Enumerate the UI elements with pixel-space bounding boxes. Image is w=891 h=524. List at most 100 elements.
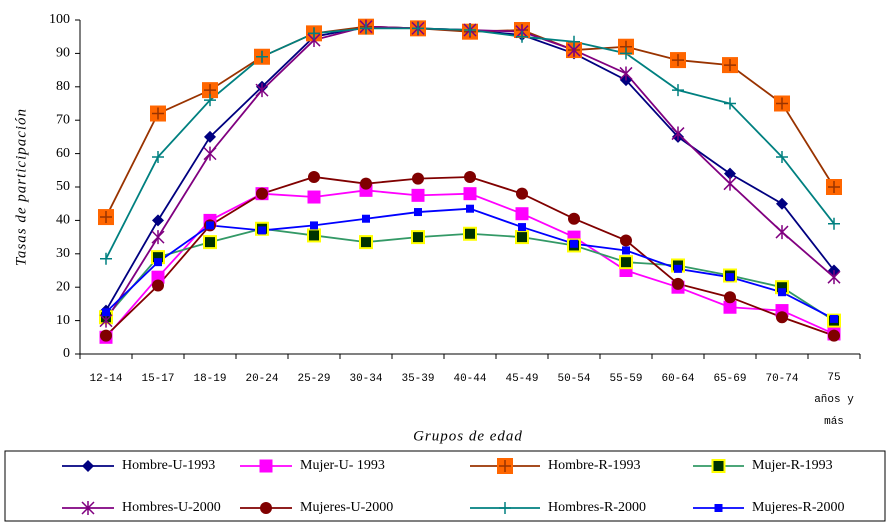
marker [203, 146, 217, 161]
marker [412, 172, 424, 185]
x-tick-label: 60-64 [661, 373, 694, 385]
marker-shape [499, 502, 511, 514]
y-tick-label: 0 [63, 346, 70, 361]
marker [714, 504, 723, 512]
marker-shape [620, 234, 632, 247]
marker-shape [828, 217, 840, 230]
marker [726, 273, 734, 282]
marker [152, 214, 164, 227]
marker-shape [307, 190, 321, 204]
marker-shape [776, 97, 788, 110]
marker-shape [100, 329, 112, 342]
marker [826, 179, 842, 195]
marker [570, 239, 578, 248]
marker [622, 246, 630, 255]
marker [724, 97, 736, 110]
legend-item: Mujer-U- 1993 [240, 458, 385, 473]
marker [778, 288, 786, 297]
marker [82, 460, 94, 472]
marker-shape [464, 24, 476, 37]
marker [310, 221, 318, 230]
legend-label: Mujeres-R-2000 [752, 500, 845, 515]
legend-label: Hombre-U-1993 [122, 458, 215, 473]
marker-shape [359, 235, 373, 250]
marker [568, 35, 580, 48]
marker [618, 38, 634, 55]
marker-shape [711, 459, 726, 473]
marker-shape [411, 188, 425, 202]
marker-shape [671, 126, 685, 141]
marker-shape [362, 214, 370, 223]
marker-shape [714, 504, 723, 512]
marker-shape [619, 66, 633, 81]
marker-shape [776, 311, 788, 324]
marker [414, 208, 422, 217]
marker [362, 214, 370, 223]
marker-shape [260, 502, 272, 514]
marker-shape [776, 197, 788, 210]
marker-shape [828, 329, 840, 342]
marker-shape [308, 27, 320, 40]
x-tick-label: 65-69 [713, 373, 746, 385]
y-tick-label: 100 [49, 12, 70, 27]
marker-shape [622, 246, 630, 255]
marker [516, 30, 528, 43]
marker-shape [518, 223, 526, 232]
marker [674, 264, 682, 273]
marker-shape [154, 258, 162, 267]
marker-shape [206, 221, 214, 230]
y-tick-label: 90 [56, 46, 70, 61]
marker [828, 217, 840, 230]
marker [360, 22, 372, 35]
marker [100, 329, 112, 342]
marker [568, 212, 580, 225]
marker [202, 82, 218, 99]
legend-box [4, 450, 886, 522]
marker-shape [256, 50, 268, 63]
y-tick-label: 20 [56, 279, 70, 294]
marker [620, 47, 632, 60]
marker [150, 105, 166, 122]
y-tick-label: 50 [56, 179, 70, 194]
marker [154, 258, 162, 267]
x-tick-label: 12-14 [89, 373, 122, 385]
marker [515, 230, 529, 245]
marker [256, 187, 268, 200]
marker [830, 314, 838, 323]
marker-shape [463, 226, 477, 241]
marker-shape [515, 207, 529, 221]
legend-item: Hombres-U-2000 [62, 500, 221, 515]
marker-shape [255, 83, 269, 98]
marker [723, 176, 737, 191]
marker [359, 235, 373, 250]
marker [464, 24, 476, 37]
marker [308, 170, 320, 183]
y-tick-label: 80 [56, 79, 70, 94]
x-tick-label: 18-19 [193, 373, 226, 385]
marker-shape [100, 252, 112, 265]
marker-shape [203, 235, 217, 250]
marker [308, 27, 320, 40]
marker [307, 190, 321, 204]
marker [711, 459, 726, 473]
legend-label: Mujer-R-1993 [752, 458, 833, 473]
legend-item: Mujeres-U-2000 [240, 500, 393, 515]
marker [670, 52, 686, 69]
marker-shape [674, 264, 682, 273]
marker [255, 83, 269, 98]
marker [776, 311, 788, 324]
marker [724, 291, 736, 304]
marker [516, 187, 528, 200]
legend-item: Hombres-R-2000 [470, 500, 646, 515]
legend-label: Hombre-R-1993 [548, 458, 641, 473]
marker-shape [82, 460, 94, 472]
marker-shape [307, 228, 321, 243]
marker [722, 57, 738, 74]
marker-shape [360, 22, 372, 35]
marker-shape [152, 150, 164, 163]
legend-label: Hombres-U-2000 [122, 500, 221, 515]
marker-shape [827, 270, 841, 285]
y-axis-title: Tasas de participación [13, 108, 29, 266]
marker-shape [672, 277, 684, 290]
